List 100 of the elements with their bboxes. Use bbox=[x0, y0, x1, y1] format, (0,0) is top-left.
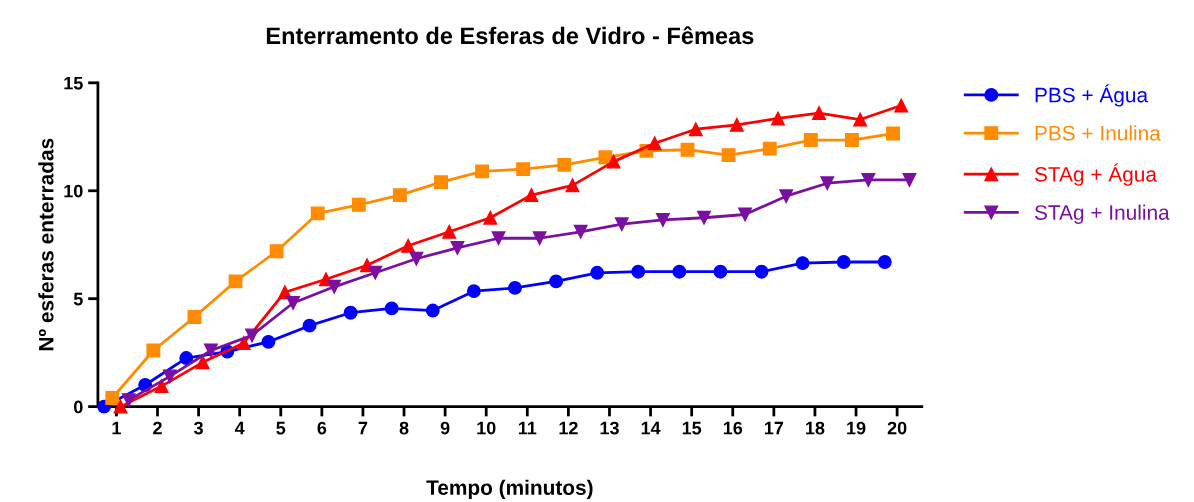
point bbox=[162, 369, 177, 384]
legend-label: PBS + Inulina bbox=[1035, 125, 1161, 141]
y-tick-label: 10 bbox=[64, 184, 83, 198]
point bbox=[368, 265, 383, 280]
x-tick-label: 12 bbox=[559, 421, 578, 435]
point bbox=[187, 310, 202, 324]
point bbox=[631, 264, 646, 279]
point bbox=[877, 255, 892, 269]
point bbox=[466, 284, 481, 299]
point bbox=[655, 212, 670, 227]
x-tick-label: 18 bbox=[806, 421, 825, 435]
point bbox=[894, 98, 909, 113]
point bbox=[195, 355, 210, 370]
point bbox=[269, 244, 284, 259]
x-tick-label: 15 bbox=[682, 421, 702, 435]
y-tick-label: 15 bbox=[64, 76, 83, 90]
point bbox=[557, 157, 572, 172]
point bbox=[491, 231, 506, 246]
point bbox=[738, 207, 753, 222]
x-axis-title: Tempo (minutos) bbox=[426, 479, 593, 500]
x-tick-label: 9 bbox=[440, 421, 450, 435]
y-tick-label: 0 bbox=[74, 400, 83, 414]
point bbox=[771, 111, 785, 126]
point bbox=[647, 136, 662, 151]
x-tick-label: 6 bbox=[317, 421, 327, 435]
y-tick-label: 5 bbox=[73, 292, 83, 306]
x-tick-label: 8 bbox=[399, 421, 409, 435]
point bbox=[590, 265, 605, 280]
x-tick-label: 20 bbox=[887, 421, 907, 435]
x-tick-label: 19 bbox=[847, 421, 866, 435]
x-tick-label: 3 bbox=[193, 421, 203, 435]
point bbox=[853, 112, 868, 127]
chart-title: Enterramento de Esferas de Vidro - Fêmeas bbox=[266, 26, 754, 45]
x-tick-label: 7 bbox=[358, 421, 368, 435]
point bbox=[688, 122, 703, 137]
point bbox=[713, 264, 728, 279]
point bbox=[425, 303, 440, 318]
point bbox=[565, 178, 580, 193]
x-tick-label: 11 bbox=[518, 421, 537, 435]
x-tick-label: 17 bbox=[764, 421, 784, 435]
point bbox=[729, 117, 744, 132]
point bbox=[836, 255, 851, 269]
point bbox=[343, 305, 358, 320]
point bbox=[450, 241, 465, 255]
point bbox=[327, 279, 342, 294]
point bbox=[236, 335, 251, 350]
x-tick-label: 14 bbox=[641, 421, 661, 435]
x-tick-label: 1 bbox=[112, 421, 121, 435]
point bbox=[146, 343, 161, 358]
y-axis-title: Nº esferas enterradas bbox=[38, 138, 54, 351]
point bbox=[261, 334, 276, 349]
point bbox=[886, 126, 900, 141]
x-tick-label: 13 bbox=[600, 421, 619, 435]
point bbox=[606, 154, 621, 169]
point bbox=[442, 224, 457, 239]
point bbox=[483, 210, 498, 225]
legend-label: STAg + Água bbox=[1034, 163, 1157, 186]
point bbox=[812, 106, 826, 120]
point bbox=[409, 251, 424, 266]
point bbox=[820, 176, 835, 191]
point bbox=[902, 173, 917, 187]
point bbox=[573, 224, 588, 239]
point bbox=[532, 231, 547, 246]
point bbox=[524, 188, 539, 203]
point bbox=[614, 217, 629, 232]
point bbox=[179, 351, 194, 365]
point bbox=[392, 188, 407, 203]
point bbox=[475, 164, 490, 179]
point bbox=[302, 318, 317, 333]
point bbox=[508, 280, 522, 295]
point bbox=[680, 142, 695, 157]
point bbox=[203, 343, 218, 358]
x-tick-label: 4 bbox=[234, 421, 245, 435]
legend-label: STAg + Inulina bbox=[1034, 204, 1170, 224]
x-tick-label: 10 bbox=[477, 421, 496, 435]
point bbox=[434, 175, 448, 190]
legend-label: PBS + Água bbox=[1035, 84, 1149, 107]
point bbox=[113, 399, 128, 414]
point bbox=[779, 189, 794, 204]
point bbox=[245, 328, 259, 343]
point bbox=[697, 210, 711, 225]
point bbox=[310, 206, 325, 221]
point bbox=[803, 133, 818, 147]
point bbox=[401, 238, 416, 253]
point bbox=[286, 296, 301, 310]
point bbox=[762, 141, 777, 156]
point bbox=[121, 393, 136, 408]
point bbox=[672, 264, 687, 279]
point bbox=[228, 274, 243, 289]
point bbox=[754, 264, 769, 279]
point bbox=[549, 274, 564, 289]
point bbox=[844, 133, 859, 147]
point bbox=[861, 173, 876, 187]
x-tick-label: 16 bbox=[723, 421, 743, 435]
point bbox=[384, 301, 399, 316]
point bbox=[154, 379, 169, 394]
point bbox=[795, 256, 810, 271]
x-tick-label: 5 bbox=[276, 421, 286, 435]
point bbox=[351, 197, 366, 212]
x-tick-label: 2 bbox=[153, 421, 162, 435]
